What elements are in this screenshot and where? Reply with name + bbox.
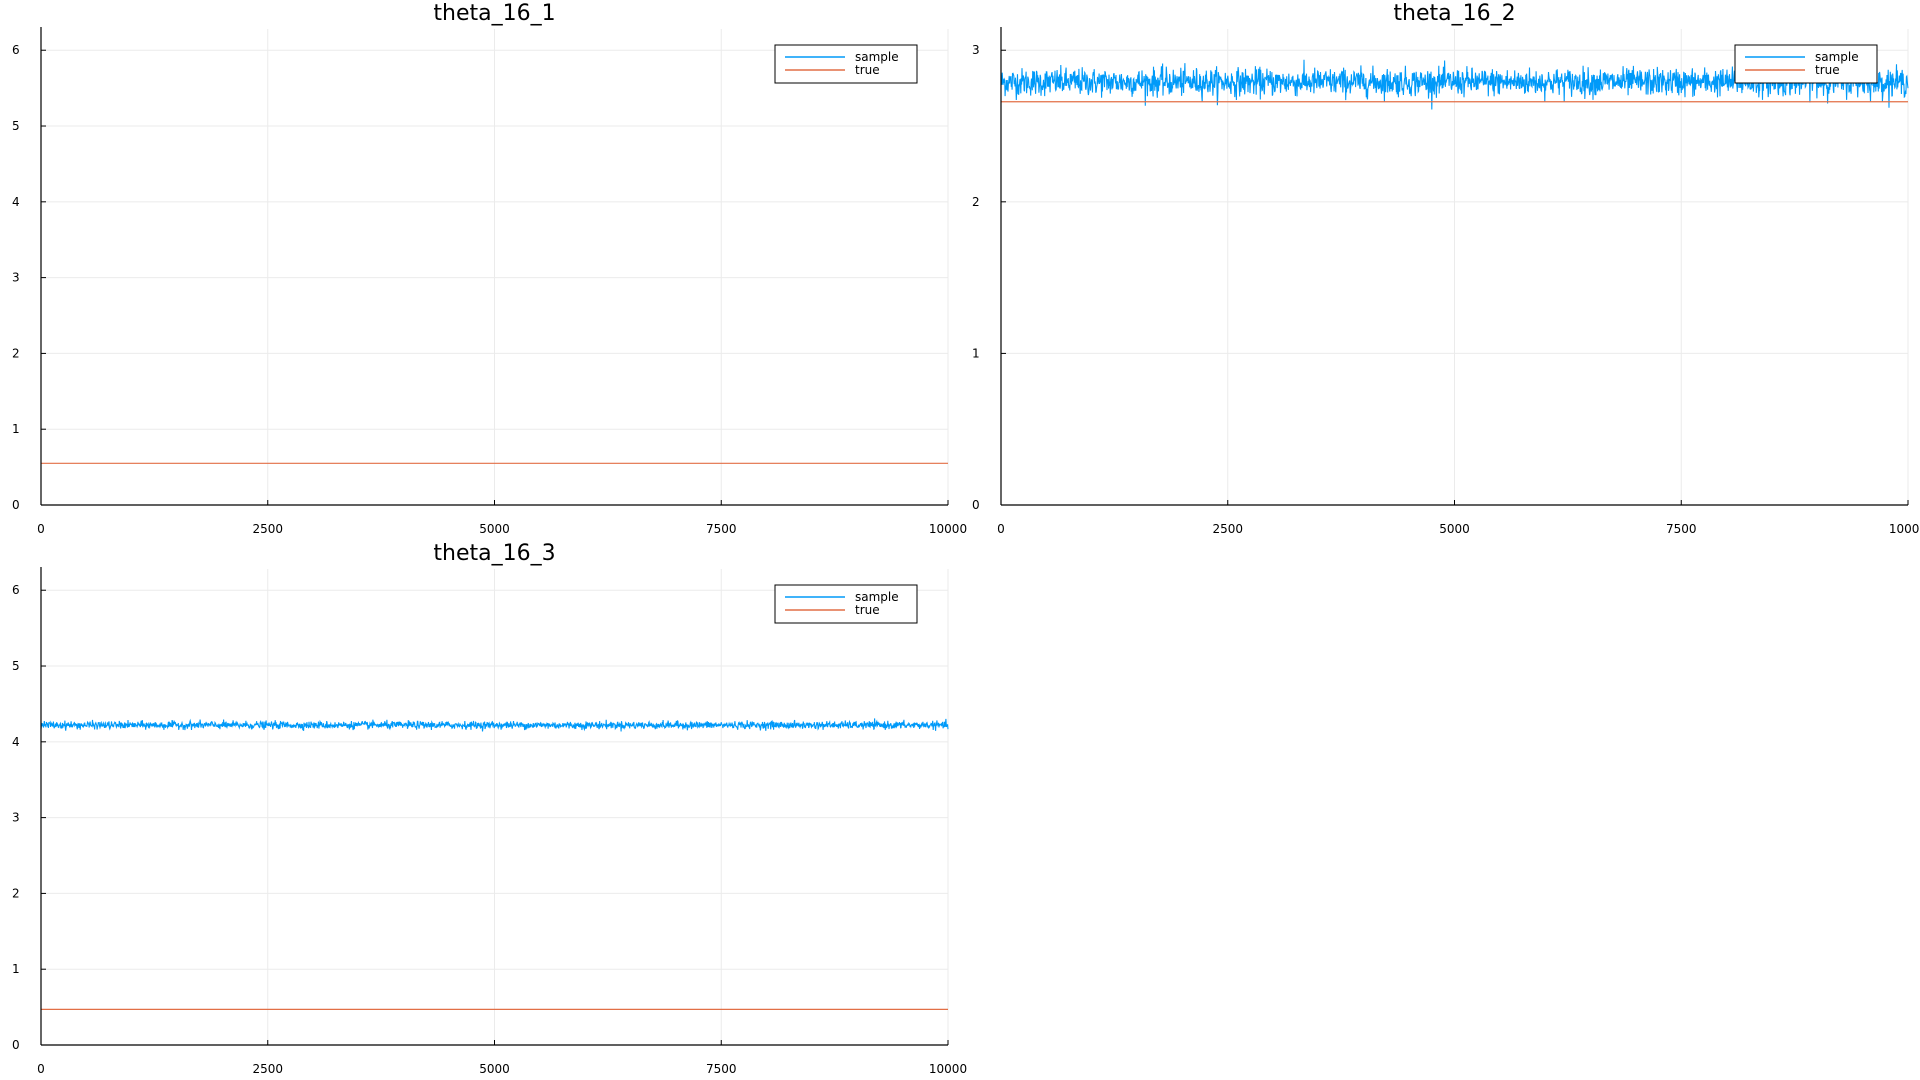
y-tick-label: 0	[12, 498, 20, 512]
x-tick-label: 5000	[1439, 522, 1470, 536]
y-tick-label: 0	[12, 1038, 20, 1052]
y-tick-label: 3	[12, 811, 20, 825]
legend-box	[1734, 44, 1878, 84]
y-tick-label: 5	[12, 119, 20, 133]
y-tick-label: 2	[12, 886, 20, 900]
legend-label-true: true	[855, 603, 880, 617]
legend-label-true: true	[855, 63, 880, 77]
x-tick-label: 2500	[252, 522, 283, 536]
x-tick-label: 5000	[479, 522, 510, 536]
y-tick-label: 2	[972, 195, 980, 209]
y-tick-label: 3	[972, 43, 980, 57]
y-tick-label: 6	[12, 43, 20, 57]
y-tick-label: 1	[972, 346, 980, 360]
legend-box	[774, 44, 918, 84]
series-line-sample	[1000, 59, 1909, 110]
x-tick-label: 7500	[1666, 522, 1697, 536]
series-line-sample	[40, 718, 949, 732]
x-tick-label: 0	[37, 522, 45, 536]
x-tick-label: 2500	[1212, 522, 1243, 536]
x-tick-label: 10000	[929, 1062, 967, 1076]
y-tick-label: 4	[12, 735, 20, 749]
x-tick-label: 7500	[706, 1062, 737, 1076]
y-tick-label: 0	[972, 498, 980, 512]
y-tick-label: 4	[12, 195, 20, 209]
x-tick-label: 0	[37, 1062, 45, 1076]
x-tick-label: 10000	[1889, 522, 1920, 536]
y-tick-label: 6	[12, 583, 20, 597]
x-tick-label: 0	[997, 522, 1005, 536]
chart-title: theta_16_3	[433, 541, 555, 566]
chart-panel-1: theta_16_1 0 2500 5000 7500 10000 0 1 2 3 4 5 6 sampl…	[12, 1, 967, 536]
legend-box	[774, 584, 918, 624]
y-tick-label: 1	[12, 962, 20, 976]
legend-label-sample: sample	[1815, 50, 1859, 64]
x-tick-label: 10000	[929, 522, 967, 536]
legend-label-true: true	[1815, 63, 1840, 77]
chart-panel-3: theta_16_3 0 2500 5000 7500 10000 0 1 2 3 4 5 6 sampl…	[12, 541, 967, 1076]
y-tick-label: 5	[12, 659, 20, 673]
x-tick-label: 5000	[479, 1062, 510, 1076]
legend-label-sample: sample	[855, 50, 899, 64]
y-tick-label: 1	[12, 422, 20, 436]
x-tick-label: 7500	[706, 522, 737, 536]
legend-label-sample: sample	[855, 590, 899, 604]
x-tick-label: 2500	[252, 1062, 283, 1076]
chart-title: theta_16_2	[1393, 1, 1515, 26]
y-tick-label: 2	[12, 346, 20, 360]
chart-panel-2: theta_16_2 0 2500 5000 7500 10000 0 1 2 3 sampletr…	[972, 1, 1920, 536]
y-tick-label: 3	[12, 271, 20, 285]
chart-title: theta_16_1	[433, 1, 555, 26]
